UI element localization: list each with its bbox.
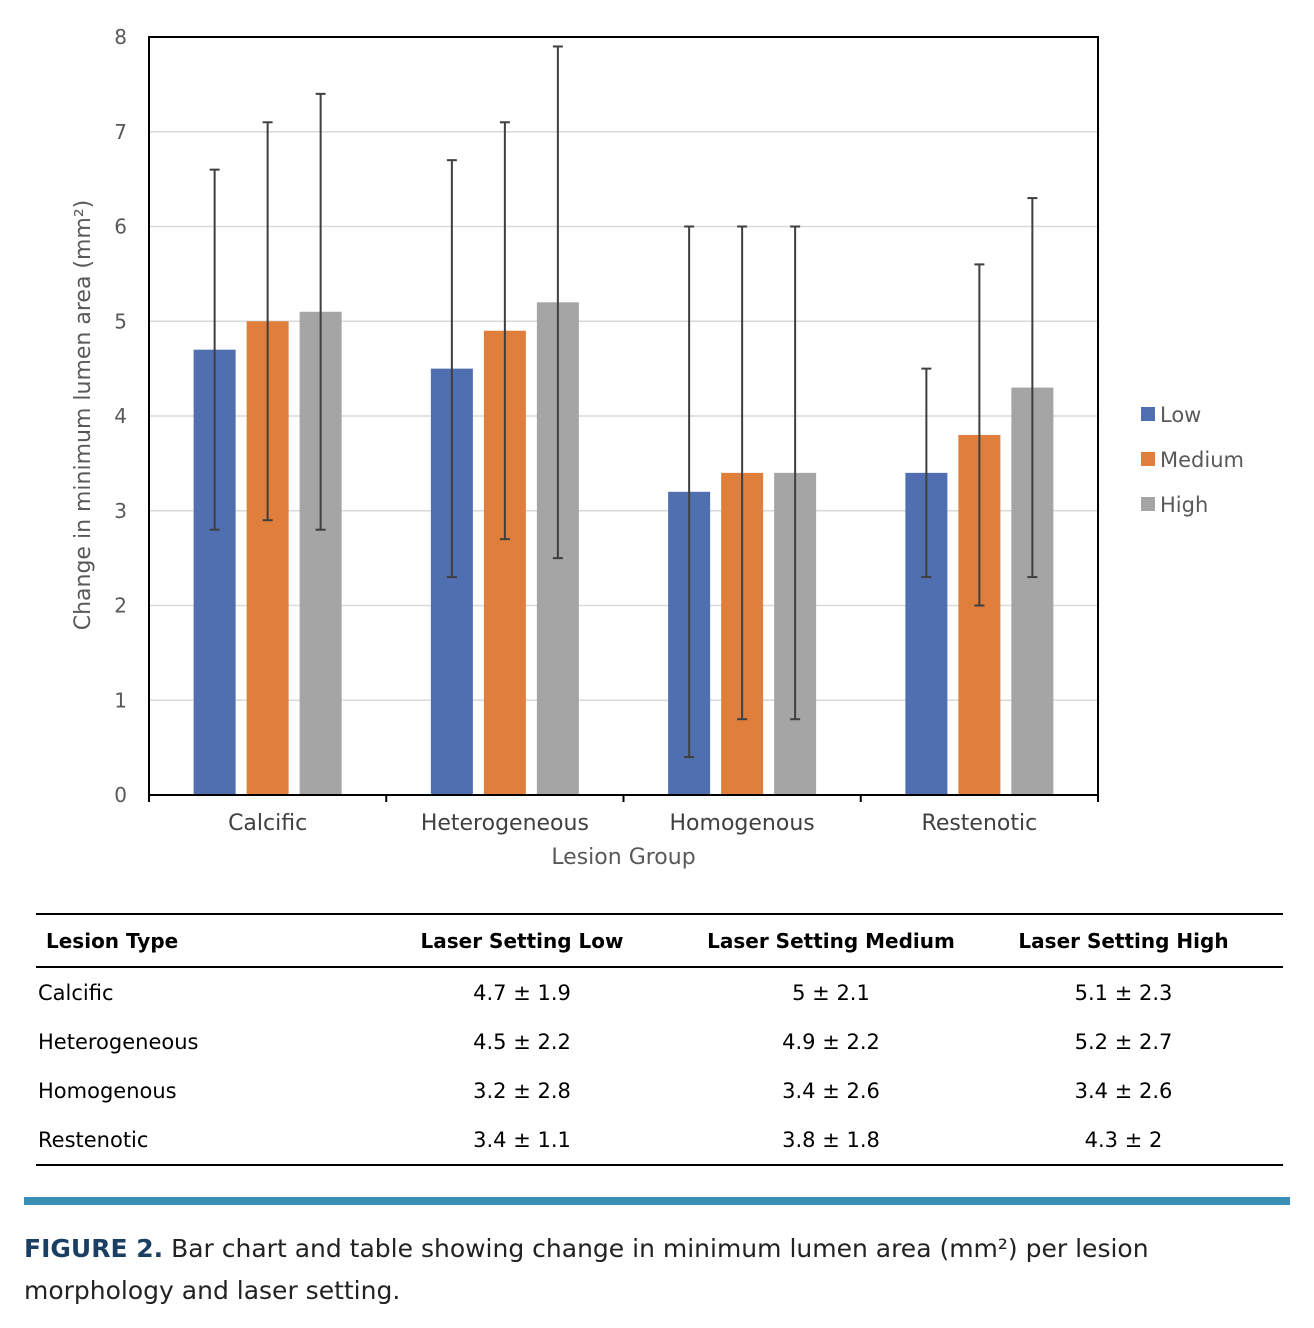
legend-label: Low (1160, 403, 1201, 427)
y-tick-label: 1 (114, 688, 127, 712)
y-tick-label: 3 (114, 499, 127, 523)
y-tick-label: 7 (114, 120, 127, 144)
bars (193, 302, 1054, 795)
x-category-label: Homogenous (670, 811, 815, 836)
caption-text: Bar chart and table showing change in mi… (24, 1234, 1149, 1305)
y-tick-label: 5 (114, 309, 127, 333)
x-axis-ticks (148, 795, 1099, 802)
table-cell: 4.9 ± 2.2 (782, 1029, 880, 1054)
table-cell: Homogenous (38, 1078, 177, 1103)
y-axis-title: Change in minimum lumen area (mm²) (71, 200, 96, 631)
table-cell: Restenotic (36, 1115, 346, 1166)
table-cell: 5.1 ± 2.3 (1074, 980, 1173, 1005)
table-cell: 3.4 ± 2.6 (782, 1078, 880, 1103)
table-cell: 3.2 ± 2.8 (473, 1078, 571, 1103)
x-category-label: Heterogeneous (421, 811, 589, 836)
figure-caption: FIGURE 2. Bar chart and table showing ch… (24, 1228, 1299, 1312)
table-row: Homogenous 3.2 ± 2.8 3.4 ± 2.6 3.4 ± 2.6 (36, 1066, 1283, 1115)
table-cell: 3.4 ± 1.1 (346, 1115, 698, 1166)
y-tick-label: 0 (114, 783, 127, 807)
y-tick-label: 2 (114, 594, 127, 618)
table-cell: Heterogeneous (38, 1029, 199, 1054)
table-row: Heterogeneous 4.5 ± 2.2 4.9 ± 2.2 5.2 ± … (36, 1017, 1283, 1066)
x-category-label: Calcific (228, 811, 307, 836)
legend-swatch (1141, 497, 1155, 511)
bar-chart: 0 1 2 3 4 5 6 7 8 Calcific Heterogeneous Homogenou… (71, 25, 1244, 870)
y-tick-label: 4 (114, 404, 127, 428)
x-category-label: Restenotic (922, 811, 1038, 836)
legend-label: High (1160, 493, 1208, 517)
table-cell: 4.5 ± 2.2 (473, 1029, 571, 1054)
table-cell: 4.7 ± 1.9 (473, 980, 571, 1005)
y-tick-label: 8 (114, 25, 127, 49)
legend-label: Medium (1160, 448, 1244, 472)
x-axis-title: Lesion Group (551, 845, 695, 870)
table-cell: 4.3 ± 2 (964, 1115, 1283, 1166)
table-cell: 3.4 ± 2.6 (1074, 1078, 1173, 1103)
y-tick-label: 6 (114, 215, 127, 239)
gridlines (149, 131, 1098, 701)
legend: Low Medium High (1141, 403, 1244, 517)
x-axis-categories: Calcific Heterogeneous Homogenous Restenoti… (228, 811, 1037, 836)
legend-swatch (1141, 452, 1155, 466)
header-lesion-type: Lesion Type (36, 914, 346, 968)
header-laser-low: Laser Setting Low (346, 914, 698, 968)
caption-divider (24, 1197, 1290, 1205)
table-cell: 3.8 ± 1.8 (698, 1115, 964, 1166)
table-header-row: Lesion Type Laser Setting Low Laser Sett… (36, 914, 1283, 968)
table-row: Restenotic 3.4 ± 1.1 3.8 ± 1.8 4.3 ± 2 (36, 1115, 1283, 1166)
data-table: Lesion Type Laser Setting Low Laser Sett… (36, 913, 1283, 1166)
error-bars (209, 45, 1038, 759)
table-cell: 5.2 ± 2.7 (1074, 1029, 1173, 1054)
y-axis-ticks: 0 1 2 3 4 5 6 7 8 (114, 25, 127, 807)
header-laser-medium: Laser Setting Medium (698, 914, 964, 968)
table-row: Calcific 4.7 ± 1.9 5 ± 2.1 5.1 ± 2.3 (36, 967, 1283, 1017)
table-cell: Calcific (38, 980, 114, 1005)
table-cell: 5 ± 2.1 (792, 980, 870, 1005)
legend-swatch (1141, 407, 1155, 421)
figure-label: FIGURE 2. (24, 1234, 164, 1263)
header-laser-high: Laser Setting High (964, 914, 1283, 968)
